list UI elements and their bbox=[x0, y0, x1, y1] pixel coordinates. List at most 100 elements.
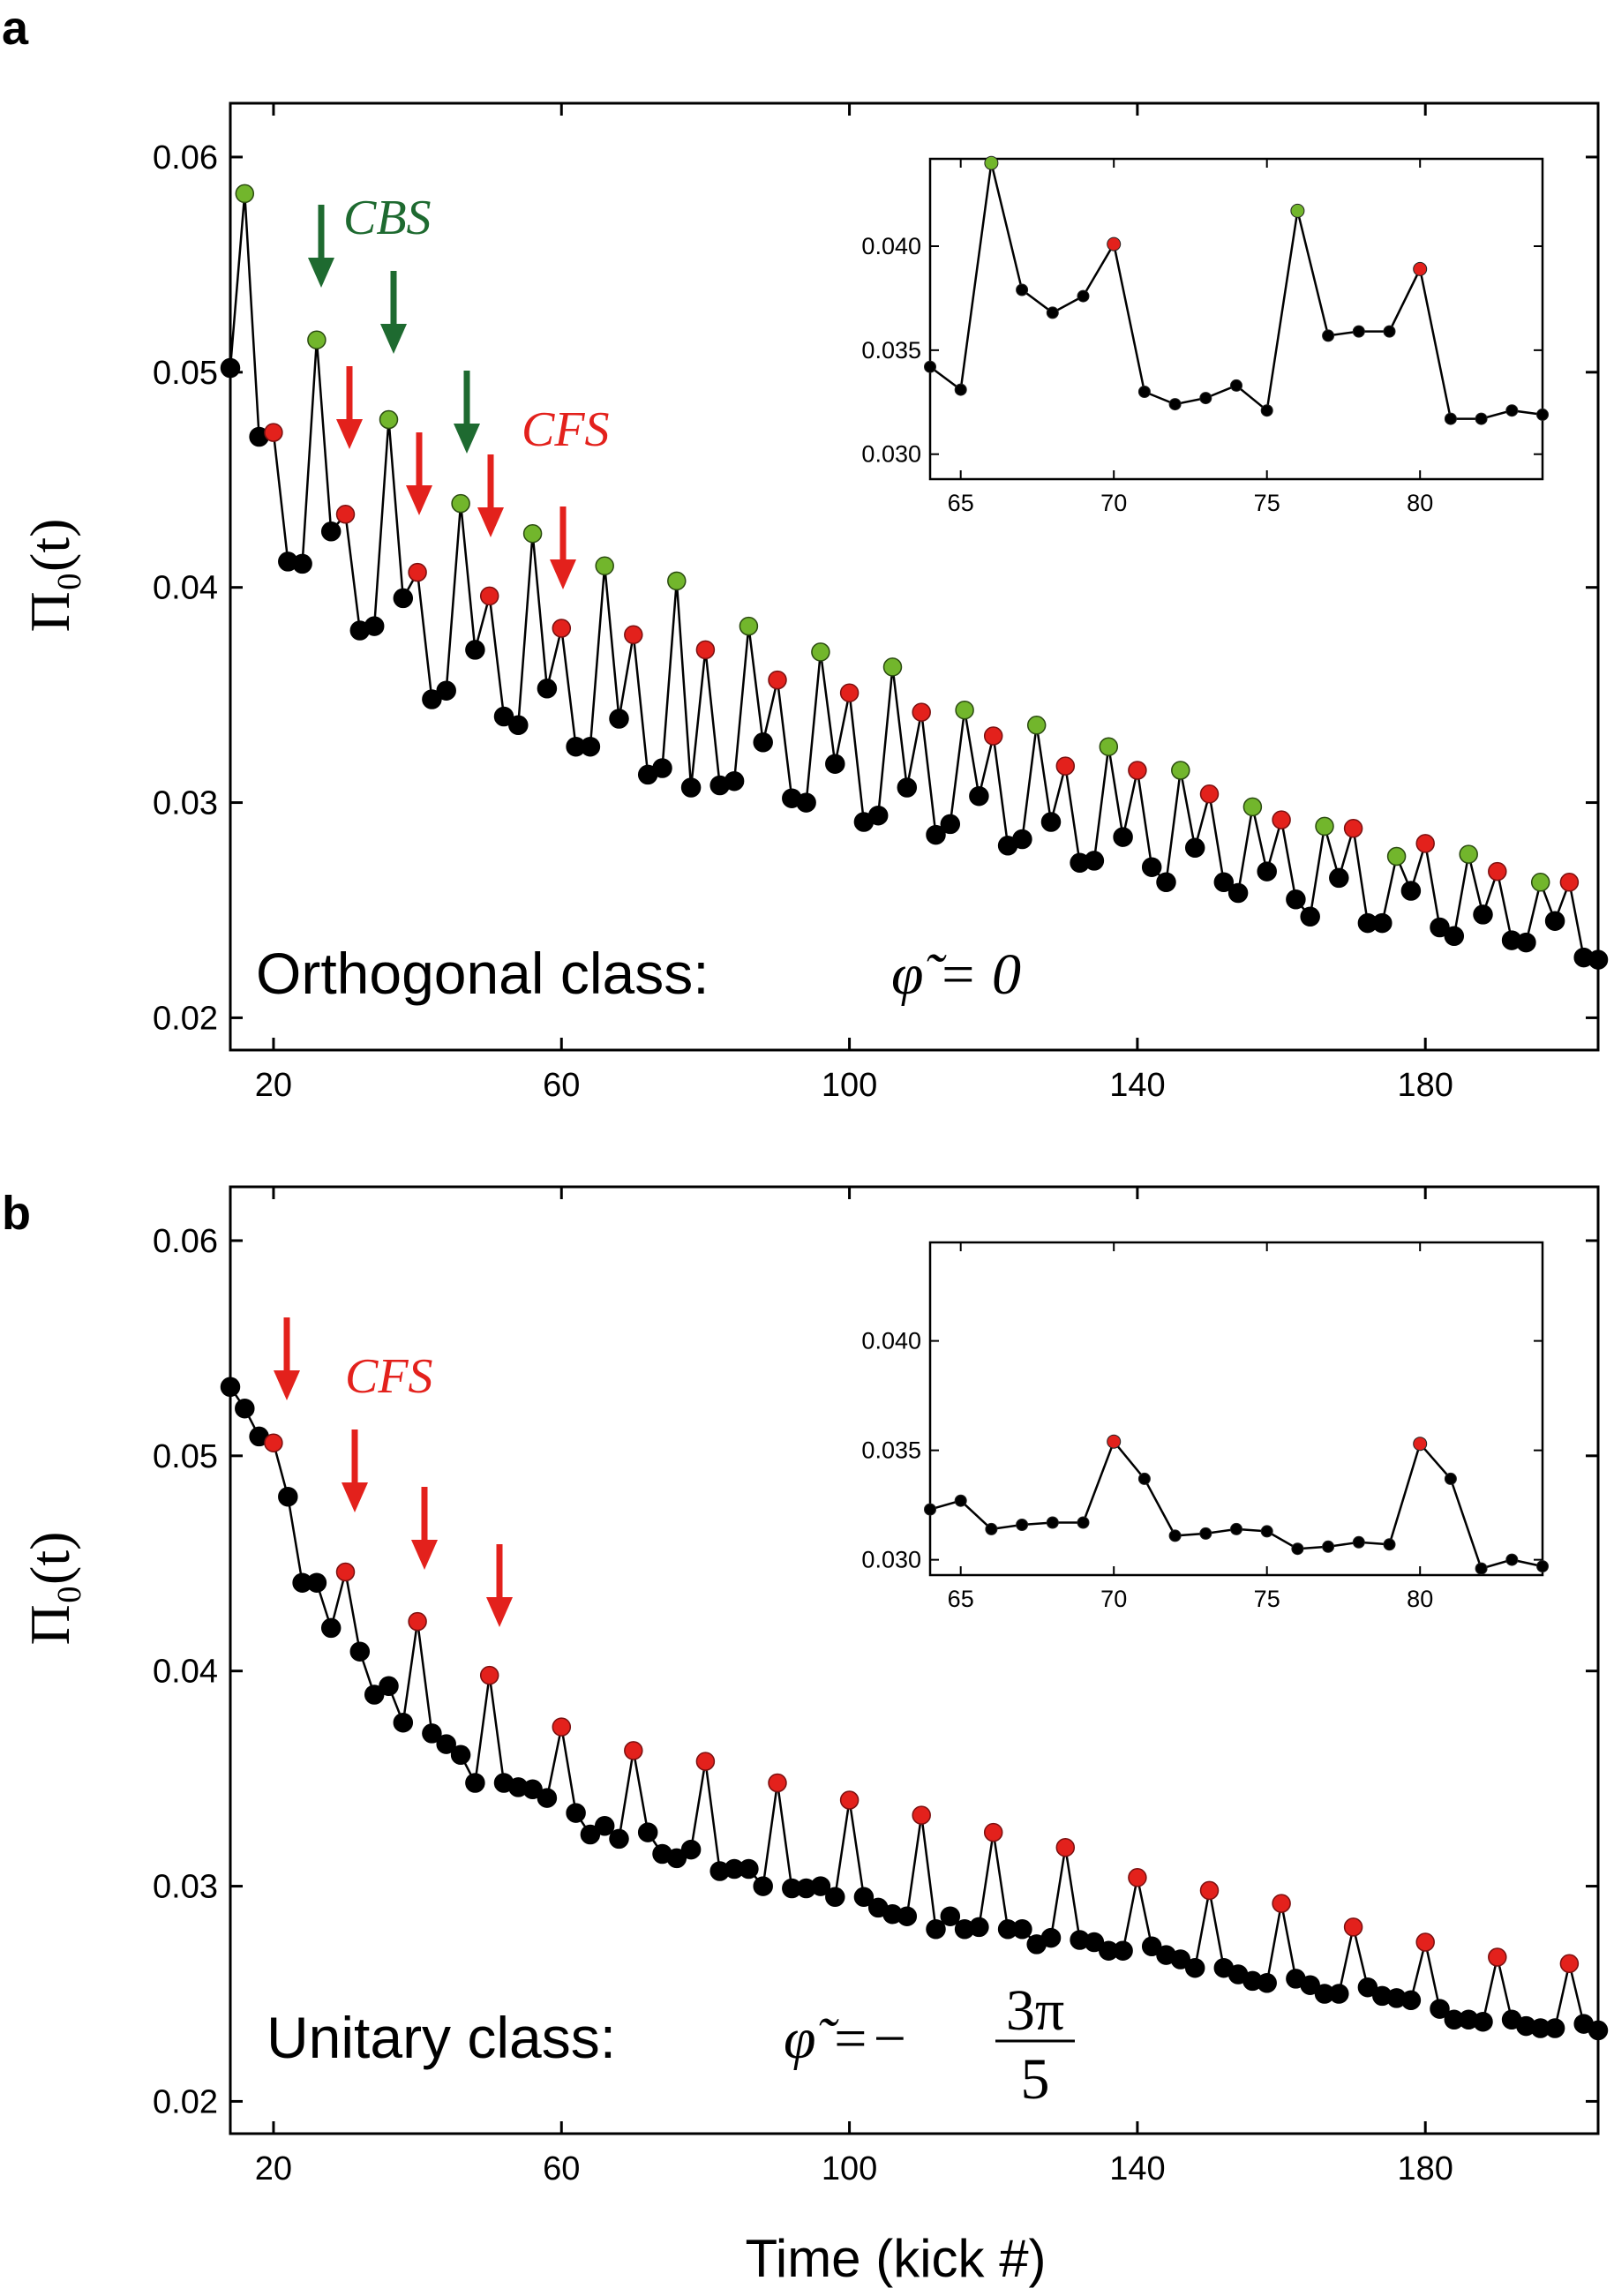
data-point bbox=[393, 588, 414, 609]
data-point bbox=[1141, 1936, 1162, 1957]
data-point bbox=[566, 1803, 586, 1823]
cfs-data-point bbox=[1055, 1837, 1076, 1857]
panel-b-letter: b bbox=[2, 1187, 31, 1240]
inset-cbs-data-point bbox=[984, 155, 999, 170]
cfs-arrow bbox=[411, 1487, 438, 1570]
data-point bbox=[926, 824, 946, 845]
y-tick-label: 0.05 bbox=[153, 355, 218, 392]
inset-x-tick-label: 65 bbox=[948, 490, 974, 516]
y-tick-label: 0.06 bbox=[153, 1223, 218, 1260]
data-point bbox=[537, 1788, 558, 1808]
inset-data-point bbox=[1199, 1527, 1212, 1540]
inset-data-point bbox=[1168, 398, 1182, 411]
data-point bbox=[465, 640, 485, 660]
inset-data-point bbox=[1444, 412, 1457, 425]
cfs-data-point bbox=[912, 1805, 931, 1825]
inset-data-point bbox=[1322, 1540, 1335, 1553]
cfs-data-point bbox=[1343, 1917, 1363, 1937]
data-point bbox=[349, 1641, 371, 1662]
data-point bbox=[1227, 882, 1249, 904]
cfs-arrow bbox=[486, 1544, 513, 1627]
data-point bbox=[609, 709, 629, 729]
data-point bbox=[1516, 932, 1536, 953]
panel-a-plot-frame bbox=[229, 101, 1600, 1052]
inset-data-point bbox=[1291, 1542, 1304, 1556]
data-point bbox=[220, 1377, 241, 1398]
data-point bbox=[810, 1876, 831, 1896]
data-point bbox=[1430, 1999, 1450, 2019]
panel-a-cfs-annotation: CFS bbox=[522, 402, 610, 457]
data-point bbox=[580, 736, 601, 757]
panel-b-ylabel: Π₀(t) bbox=[19, 1532, 81, 1646]
inset-data-point bbox=[985, 1522, 998, 1535]
cfs-data-point bbox=[768, 1773, 787, 1793]
data-point bbox=[1473, 904, 1493, 925]
inset-data-point bbox=[1444, 1472, 1457, 1485]
inset-data-point bbox=[1536, 408, 1549, 421]
data-point bbox=[278, 1486, 298, 1507]
inset-data-point bbox=[1168, 1529, 1182, 1542]
cfs-arrow bbox=[342, 1429, 368, 1512]
data-point bbox=[422, 689, 442, 709]
cfs-data-point bbox=[624, 625, 643, 645]
data-point bbox=[537, 679, 558, 699]
data-point bbox=[306, 1572, 327, 1593]
cfs-data-point bbox=[983, 1822, 1003, 1842]
panel-a-inset: 0.030 0.035 0.040 65 70 75 80 bbox=[861, 155, 1549, 516]
inset-data-point bbox=[1137, 386, 1151, 398]
cbs-data-point bbox=[811, 642, 830, 662]
inset-data-point bbox=[924, 1503, 936, 1516]
inset-data-point bbox=[1475, 1562, 1488, 1575]
cbs-annotation: CBS bbox=[343, 191, 432, 245]
cbs-data-point bbox=[1242, 797, 1263, 817]
data-point bbox=[609, 1828, 629, 1850]
inset-y-tick-label: 0.030 bbox=[861, 441, 921, 468]
data-point bbox=[364, 1684, 385, 1705]
data-point bbox=[739, 1858, 759, 1880]
cfs-data-point bbox=[479, 1665, 499, 1685]
inset-y-tick-label: 0.035 bbox=[861, 337, 921, 364]
data-point bbox=[522, 1779, 543, 1800]
inset-data-point bbox=[954, 1494, 967, 1507]
data-point bbox=[450, 1745, 471, 1766]
data-point bbox=[867, 805, 889, 826]
inset-data-point bbox=[1536, 1560, 1549, 1573]
panel-b-plot-frame bbox=[229, 1185, 1600, 2135]
x-tick-label: 100 bbox=[822, 1067, 877, 1104]
data-point bbox=[436, 680, 456, 701]
y-tick-label: 0.02 bbox=[153, 2083, 218, 2120]
data-point bbox=[320, 1617, 342, 1639]
inset-data-point bbox=[1230, 379, 1242, 392]
inset-x-tick-label: 70 bbox=[1100, 490, 1127, 516]
cbs-data-point bbox=[1530, 873, 1550, 892]
cbs-data-point bbox=[667, 571, 687, 591]
cfs-data-point bbox=[1415, 1932, 1435, 1952]
data-point bbox=[465, 1773, 485, 1793]
cbs-data-point bbox=[1386, 846, 1407, 867]
data-point bbox=[1213, 872, 1235, 893]
data-point bbox=[1400, 881, 1422, 901]
cfs-data-point bbox=[335, 505, 356, 524]
cfs-data-point bbox=[1488, 861, 1507, 882]
data-point bbox=[580, 1824, 601, 1845]
x-tick-label: 20 bbox=[255, 2150, 292, 2187]
y-tick-label: 0.04 bbox=[153, 570, 218, 607]
data-point bbox=[1012, 1919, 1032, 1940]
cfs-data-point bbox=[1055, 756, 1076, 776]
inset-data-point bbox=[1383, 325, 1396, 338]
data-point bbox=[436, 1734, 456, 1754]
data-point bbox=[379, 1676, 399, 1697]
y-tick-label: 0.02 bbox=[153, 1000, 218, 1037]
cfs-data-point bbox=[1128, 761, 1147, 780]
y-tick-label: 0.03 bbox=[153, 1869, 218, 1906]
data-point bbox=[594, 1816, 615, 1836]
data-point bbox=[1156, 872, 1176, 893]
data-point bbox=[364, 616, 385, 636]
cfs-data-point bbox=[1559, 873, 1580, 892]
data-point bbox=[1113, 1940, 1133, 1961]
inset-x-tick-label: 80 bbox=[1407, 1586, 1433, 1612]
data-point bbox=[652, 758, 672, 778]
inset-x-tick-label: 80 bbox=[1407, 490, 1433, 516]
data-point bbox=[680, 1839, 702, 1860]
